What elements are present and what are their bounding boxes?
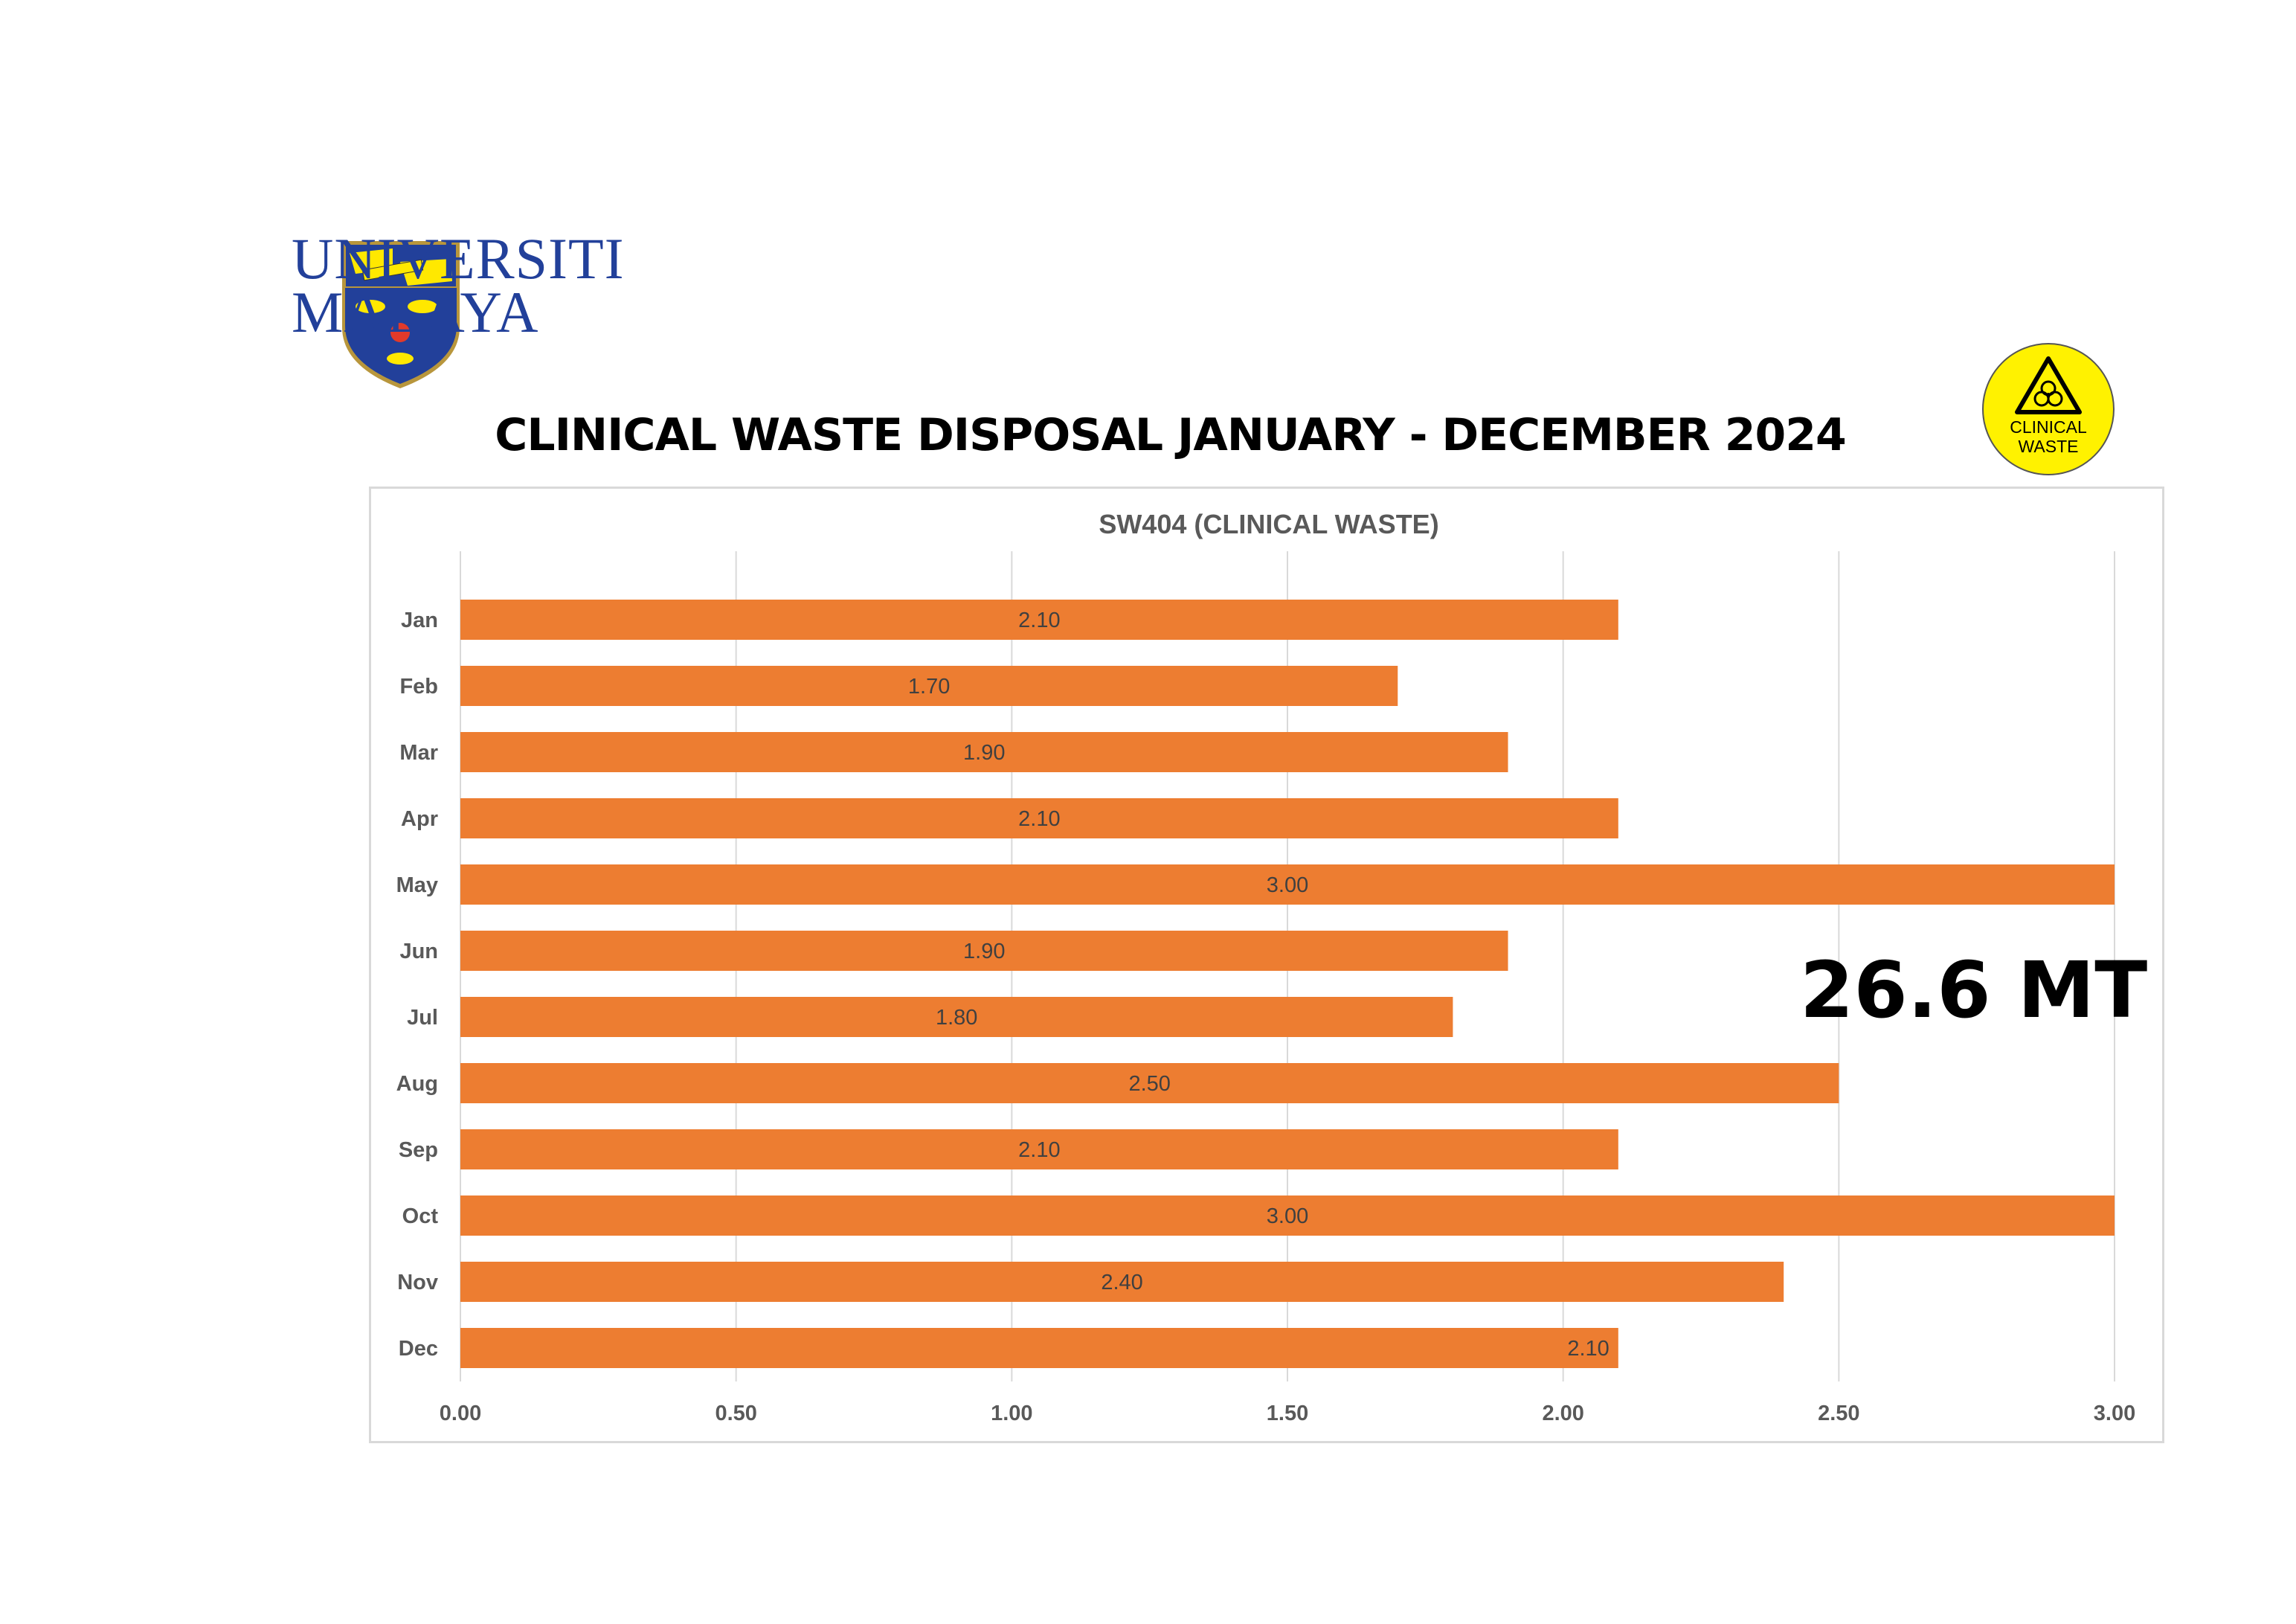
bar-apr [460, 798, 1618, 838]
data-label: 1.80 [936, 1006, 977, 1030]
y-tick-label: May [396, 873, 438, 897]
x-tick-label: 0.00 [440, 1402, 481, 1425]
x-tick-label: 1.50 [1267, 1402, 1308, 1425]
page-title: CLINICAL WASTE DISPOSAL JANUARY - DECEMB… [495, 409, 1846, 461]
data-label: 1.70 [908, 675, 950, 699]
x-tick-label: 2.50 [1818, 1402, 1859, 1425]
y-tick-label: Oct [402, 1204, 439, 1228]
x-tick-label: 0.50 [715, 1402, 756, 1425]
y-tick-label: Mar [399, 741, 438, 765]
data-label: 1.90 [963, 741, 1005, 765]
logo-line-2: MALAYA [292, 280, 539, 344]
total-label: 26.6 MT [1800, 945, 2148, 1036]
badge-line-2: WASTE [2019, 437, 2079, 456]
bar-jun [460, 931, 1508, 971]
bar-feb [460, 666, 1398, 706]
data-label: 3.00 [1267, 1204, 1308, 1228]
university-name: UNIVERSITI MALAYA [292, 226, 625, 344]
bar-jan [460, 600, 1618, 640]
clinical-waste-badge: CLINICAL WASTE [1982, 343, 2115, 475]
y-tick-label: Sep [399, 1138, 438, 1162]
data-label: 1.90 [963, 940, 1005, 963]
y-tick-label: Aug [396, 1072, 438, 1096]
y-tick-label: Jan [401, 609, 438, 632]
bar-jul [460, 997, 1453, 1037]
bar-chart: SW404 (CLINICAL WASTE) 0.00 0.50 1.00 1.50 2.… [396, 509, 2136, 1425]
y-tick-label: Feb [399, 675, 438, 699]
y-tick-label: Dec [399, 1337, 438, 1361]
x-tick-label: 2.00 [1542, 1402, 1583, 1425]
logo-line-1: UNIVERSITI [292, 226, 625, 291]
bar-aug [460, 1063, 1839, 1103]
data-label: 2.10 [1018, 1138, 1060, 1162]
bar-sep [460, 1129, 1618, 1169]
data-label: 2.10 [1567, 1337, 1609, 1361]
badge-line-1: CLINICAL [2010, 417, 2087, 437]
y-tick-label: Jun [399, 940, 438, 963]
bar-mar [460, 732, 1508, 772]
chart-area: SW404 (CLINICAL WASTE) 0.00 0.50 1.00 1.50 2.… [369, 487, 2164, 1443]
chart-title: SW404 (CLINICAL WASTE) [1099, 509, 1438, 539]
data-label: 3.00 [1267, 873, 1308, 897]
y-tick-label: Jul [407, 1006, 438, 1030]
bar-nov [460, 1262, 1784, 1302]
x-tick-label: 1.00 [991, 1402, 1032, 1425]
bar-may [460, 864, 2115, 905]
university-logo-crest [342, 241, 460, 388]
bar-dec [460, 1328, 1618, 1368]
y-tick-label: Apr [401, 807, 438, 831]
y-tick-label: Nov [397, 1271, 438, 1294]
data-label: 2.40 [1101, 1271, 1142, 1294]
biohazard-icon [2015, 356, 2082, 414]
data-label: 2.50 [1128, 1072, 1170, 1096]
x-tick-label: 3.00 [2094, 1402, 2135, 1425]
data-label: 2.10 [1018, 807, 1060, 831]
bar-oct [460, 1195, 2115, 1236]
data-label: 2.10 [1018, 609, 1060, 632]
